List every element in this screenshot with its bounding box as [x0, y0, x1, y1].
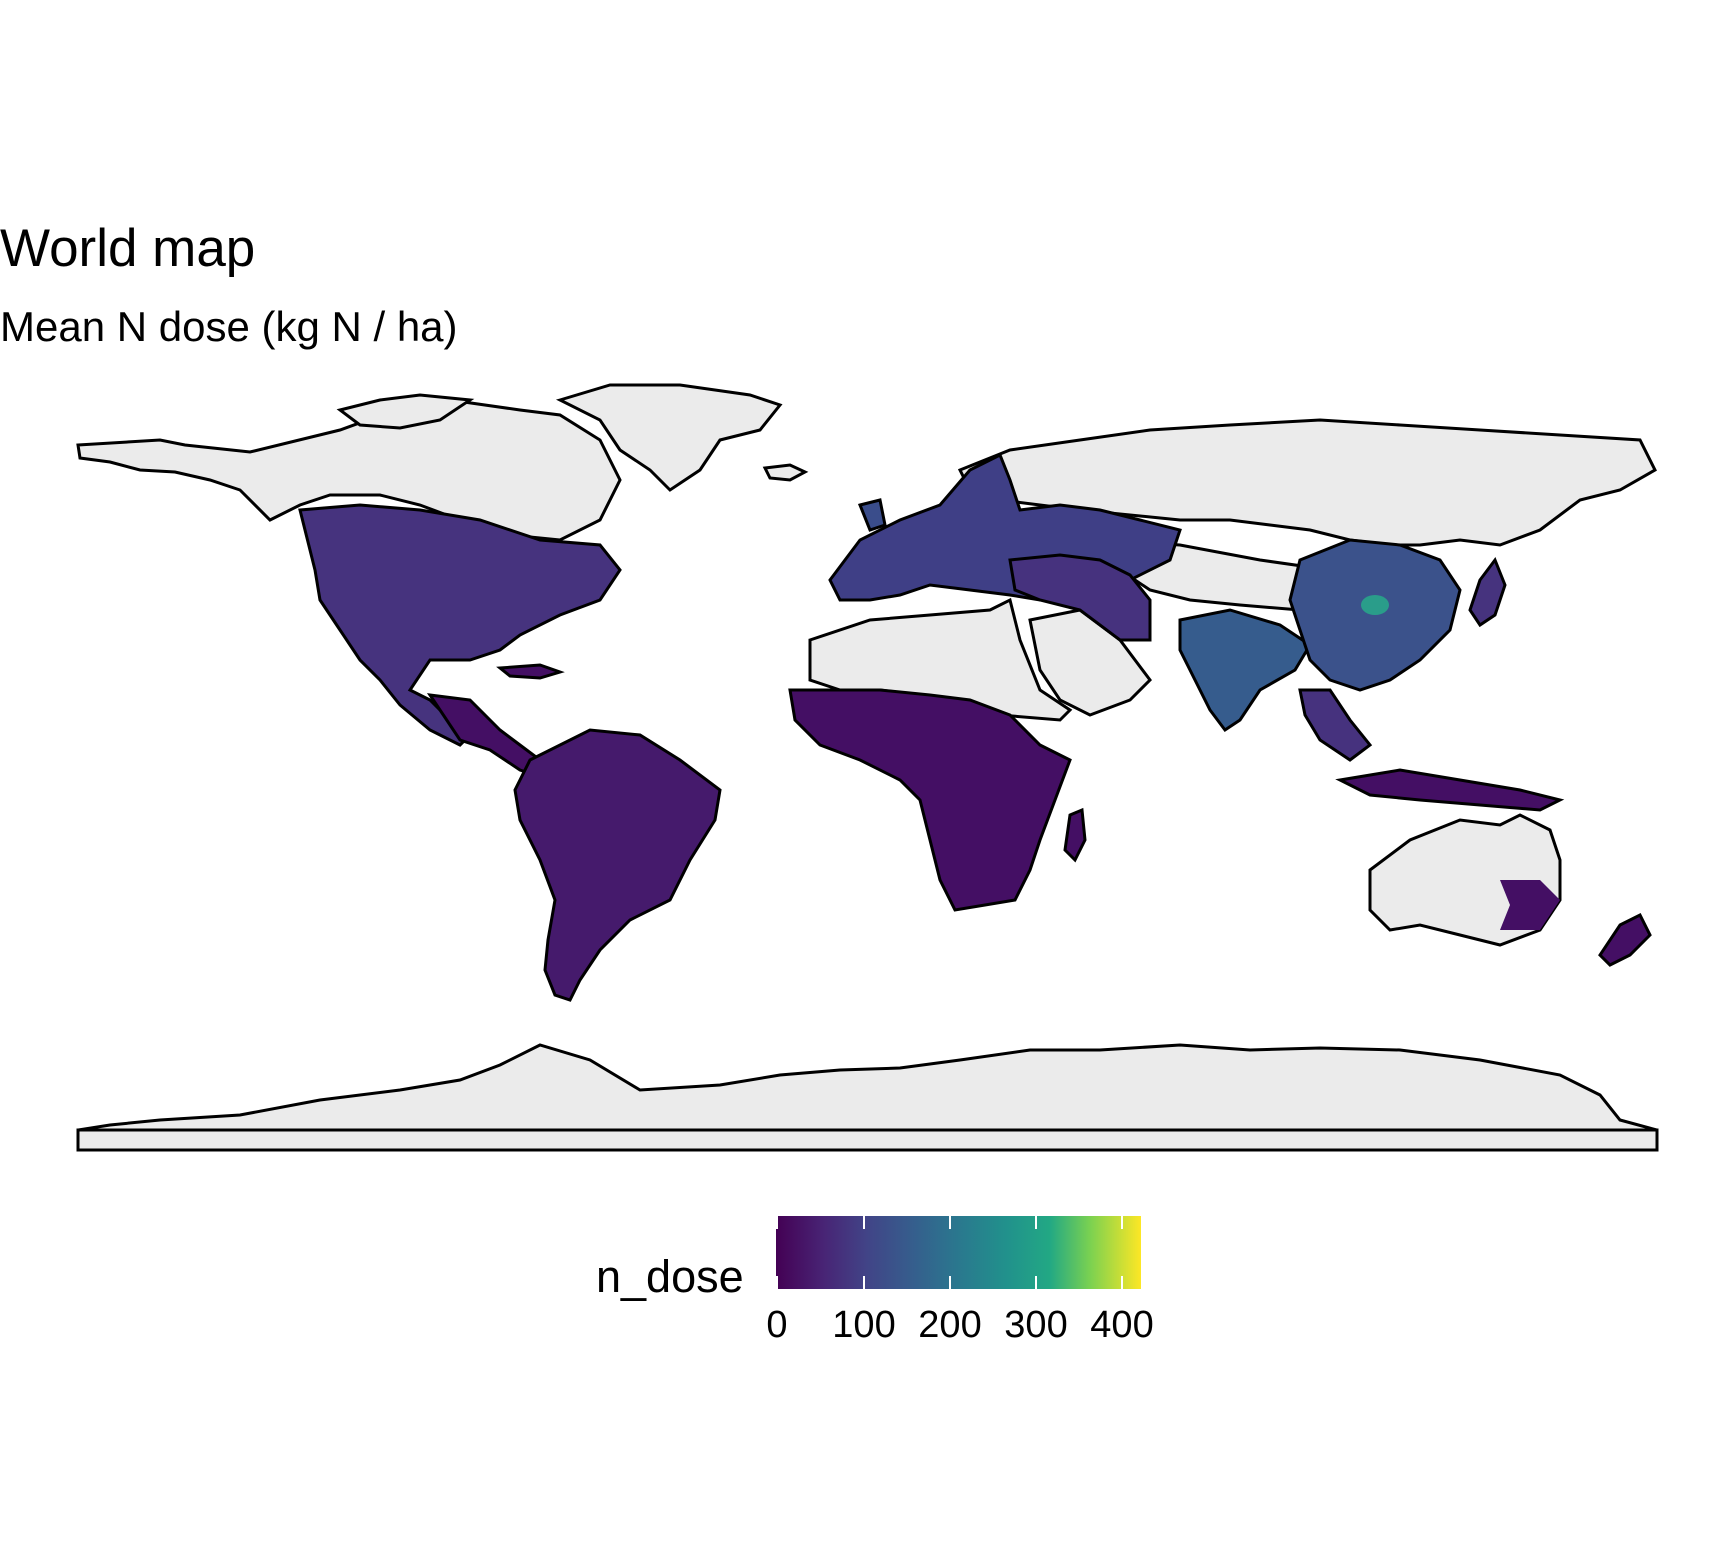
arctic-islands — [336, 393, 475, 430]
japan — [1468, 556, 1507, 628]
legend-tick-label: 400 — [1090, 1304, 1154, 1346]
land-no-data-layer — [76, 383, 1659, 1152]
map-bottom-edge — [76, 1128, 1659, 1152]
southeast-asia — [1298, 688, 1373, 762]
indonesia — [1335, 768, 1565, 812]
china-hotspot — [1361, 595, 1389, 615]
south-asia — [1178, 608, 1313, 733]
iceland — [762, 463, 809, 482]
legend-tick-label: 300 — [1004, 1304, 1068, 1346]
map-title: World map — [0, 219, 256, 278]
new-zealand — [1598, 912, 1652, 967]
colorbar — [776, 1216, 1141, 1289]
britain — [857, 498, 887, 532]
madagascar — [1063, 807, 1087, 863]
middle-east — [1008, 553, 1152, 642]
south-america — [513, 728, 722, 1002]
n-dose-raster-layer — [298, 452, 1652, 1002]
legend-tick-label: 0 — [766, 1304, 788, 1346]
legend-tick-label: 200 — [918, 1304, 982, 1346]
map-subtitle: Mean N dose (kg N / ha) — [0, 303, 458, 350]
colorbar-ticks — [776, 1216, 1123, 1289]
legend-title: n_dose — [596, 1251, 744, 1302]
legend-tick-label: 100 — [832, 1304, 896, 1346]
australia-east-cropland — [1500, 880, 1560, 930]
antarctica — [76, 1043, 1659, 1152]
caribbean — [496, 663, 565, 680]
greenland — [555, 383, 783, 492]
sub-saharan-africa — [788, 688, 1072, 912]
north-america-cropland — [298, 503, 622, 747]
